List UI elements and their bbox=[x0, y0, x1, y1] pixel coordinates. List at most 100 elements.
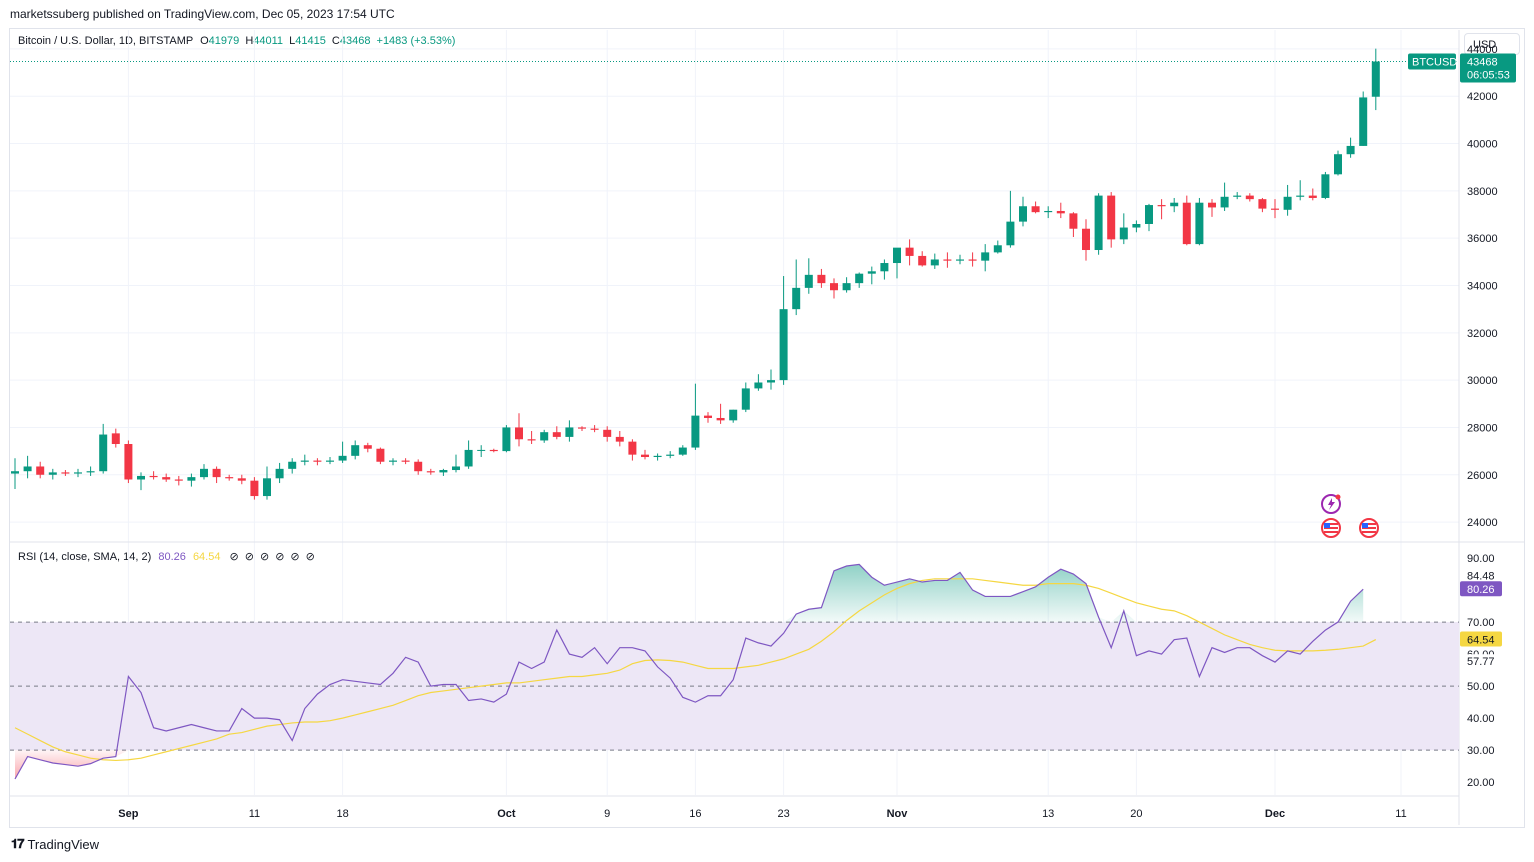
visibility-icon[interactable]: ⊘ bbox=[305, 551, 315, 563]
candle-body bbox=[288, 461, 297, 469]
price-tick-label: 34000 bbox=[1467, 281, 1498, 293]
time-tick-label: 18 bbox=[336, 808, 348, 820]
candle-body bbox=[1044, 210, 1053, 213]
candle-body bbox=[401, 460, 410, 462]
candle-body bbox=[767, 380, 775, 383]
candle-body bbox=[389, 460, 397, 462]
rsi-tick-label: 20.00 bbox=[1467, 777, 1495, 789]
candle-body bbox=[578, 427, 586, 429]
rsi-lines bbox=[14, 563, 1377, 780]
candle-body bbox=[200, 468, 208, 478]
time-tick-label: 11 bbox=[249, 808, 260, 820]
candle-body bbox=[1346, 145, 1355, 155]
candle-body bbox=[23, 466, 32, 472]
high-label: H bbox=[245, 35, 254, 47]
candle-body bbox=[653, 455, 662, 458]
flag-stripe bbox=[1324, 525, 1338, 527]
candle-body bbox=[956, 259, 964, 261]
visibility-icon[interactable]: ⊘ bbox=[275, 551, 285, 563]
candle-body bbox=[338, 455, 347, 461]
candle-body bbox=[628, 441, 637, 455]
candle-body bbox=[111, 433, 120, 445]
rsi-label: RSI (14, close, SMA, 14, 2) bbox=[18, 551, 152, 563]
rsi-min-label: 57.77 bbox=[1467, 656, 1495, 668]
event-markers[interactable] bbox=[1321, 494, 1379, 538]
candle-body bbox=[1170, 202, 1179, 207]
footer-brand-label: TradingView bbox=[27, 836, 100, 852]
rsi-tick-label: 70.00 bbox=[1467, 617, 1495, 629]
candle-body bbox=[1069, 213, 1078, 229]
symbol-legend: Bitcoin / U.S. Dollar, 1D, BITSTAMP O419… bbox=[18, 35, 455, 47]
candle-body bbox=[905, 247, 914, 256]
rsi-value-tag-label: 80.26 bbox=[1467, 584, 1495, 596]
close-value: 43468 bbox=[339, 35, 371, 47]
visibility-icon[interactable]: ⊘ bbox=[229, 551, 239, 563]
tradingview-logo-icon: 𝟏𝟕 bbox=[11, 836, 25, 851]
candle-body bbox=[1334, 154, 1342, 175]
candle-body bbox=[565, 427, 574, 437]
visibility-icon[interactable]: ⊘ bbox=[259, 551, 270, 563]
candle-body bbox=[452, 466, 460, 471]
candle-body bbox=[1321, 174, 1330, 198]
chart-frame bbox=[9, 28, 1525, 828]
candle-body bbox=[426, 471, 435, 473]
price-tag bbox=[1460, 53, 1516, 83]
candle-body bbox=[754, 382, 763, 389]
candle-body bbox=[48, 472, 57, 475]
candle-body bbox=[414, 461, 423, 472]
flag-stripe bbox=[1362, 525, 1376, 527]
symbol-name: Bitcoin / U.S. Dollar, 1D, BITSTAMP bbox=[18, 35, 194, 47]
candle-body bbox=[1094, 195, 1103, 251]
candle-body bbox=[1271, 208, 1279, 210]
time-tick-label: 20 bbox=[1130, 808, 1142, 820]
rsi-value-tag bbox=[1460, 581, 1502, 597]
rsi-band bbox=[10, 621, 1459, 751]
rsi-min-label-bg bbox=[1460, 654, 1500, 669]
time-tick-label: Sep bbox=[118, 808, 138, 820]
candle-body bbox=[124, 444, 133, 480]
candle-body bbox=[300, 460, 309, 462]
candle-body bbox=[137, 475, 145, 480]
price-tag-countdown: 06:05:53 bbox=[1467, 70, 1510, 82]
candle-body bbox=[741, 388, 750, 410]
footer-brand[interactable]: 𝟏𝟕 TradingView bbox=[11, 836, 99, 852]
price-tick-label: 44000 bbox=[1467, 44, 1498, 56]
price-tick-label: 28000 bbox=[1467, 422, 1498, 434]
time-tick-label: 23 bbox=[777, 808, 789, 820]
close-label: C bbox=[331, 35, 340, 47]
change-value: +1483 (+3.53%) bbox=[376, 35, 456, 47]
candle-body bbox=[691, 415, 700, 448]
time-tick-label: 13 bbox=[1042, 808, 1054, 820]
currency-button[interactable]: USD bbox=[1464, 33, 1520, 55]
candle-body bbox=[666, 454, 675, 456]
candle-body bbox=[477, 449, 486, 451]
rsi-tick-label: 90.00 bbox=[1467, 553, 1495, 565]
visibility-icon[interactable]: ⊘ bbox=[244, 551, 254, 563]
candle-body bbox=[1182, 202, 1191, 245]
candle-body bbox=[779, 309, 788, 381]
time-tick-label: 16 bbox=[689, 808, 701, 820]
candle-body bbox=[867, 271, 876, 274]
candle-body bbox=[930, 259, 939, 266]
candle-body bbox=[716, 417, 725, 421]
candle-body bbox=[502, 427, 511, 452]
candle-body bbox=[313, 460, 322, 462]
candle-body bbox=[792, 287, 801, 310]
low-value: 41415 bbox=[295, 35, 326, 47]
flag-stripe bbox=[1324, 529, 1338, 531]
candle-body bbox=[275, 468, 284, 479]
price-tick-label: 26000 bbox=[1467, 470, 1498, 482]
candle-body bbox=[1082, 228, 1090, 251]
low-label: L bbox=[289, 35, 296, 47]
candle-body bbox=[351, 445, 360, 456]
visibility-icon[interactable]: ⊘ bbox=[290, 551, 300, 563]
candle-body bbox=[1296, 195, 1305, 197]
candle-body bbox=[1258, 199, 1267, 209]
lightning-glyph bbox=[1328, 498, 1335, 510]
candle-body bbox=[489, 449, 498, 452]
candle-body bbox=[1119, 227, 1128, 240]
flag-canton bbox=[1324, 523, 1330, 528]
candle-body bbox=[615, 436, 624, 442]
candle-body bbox=[74, 472, 82, 474]
